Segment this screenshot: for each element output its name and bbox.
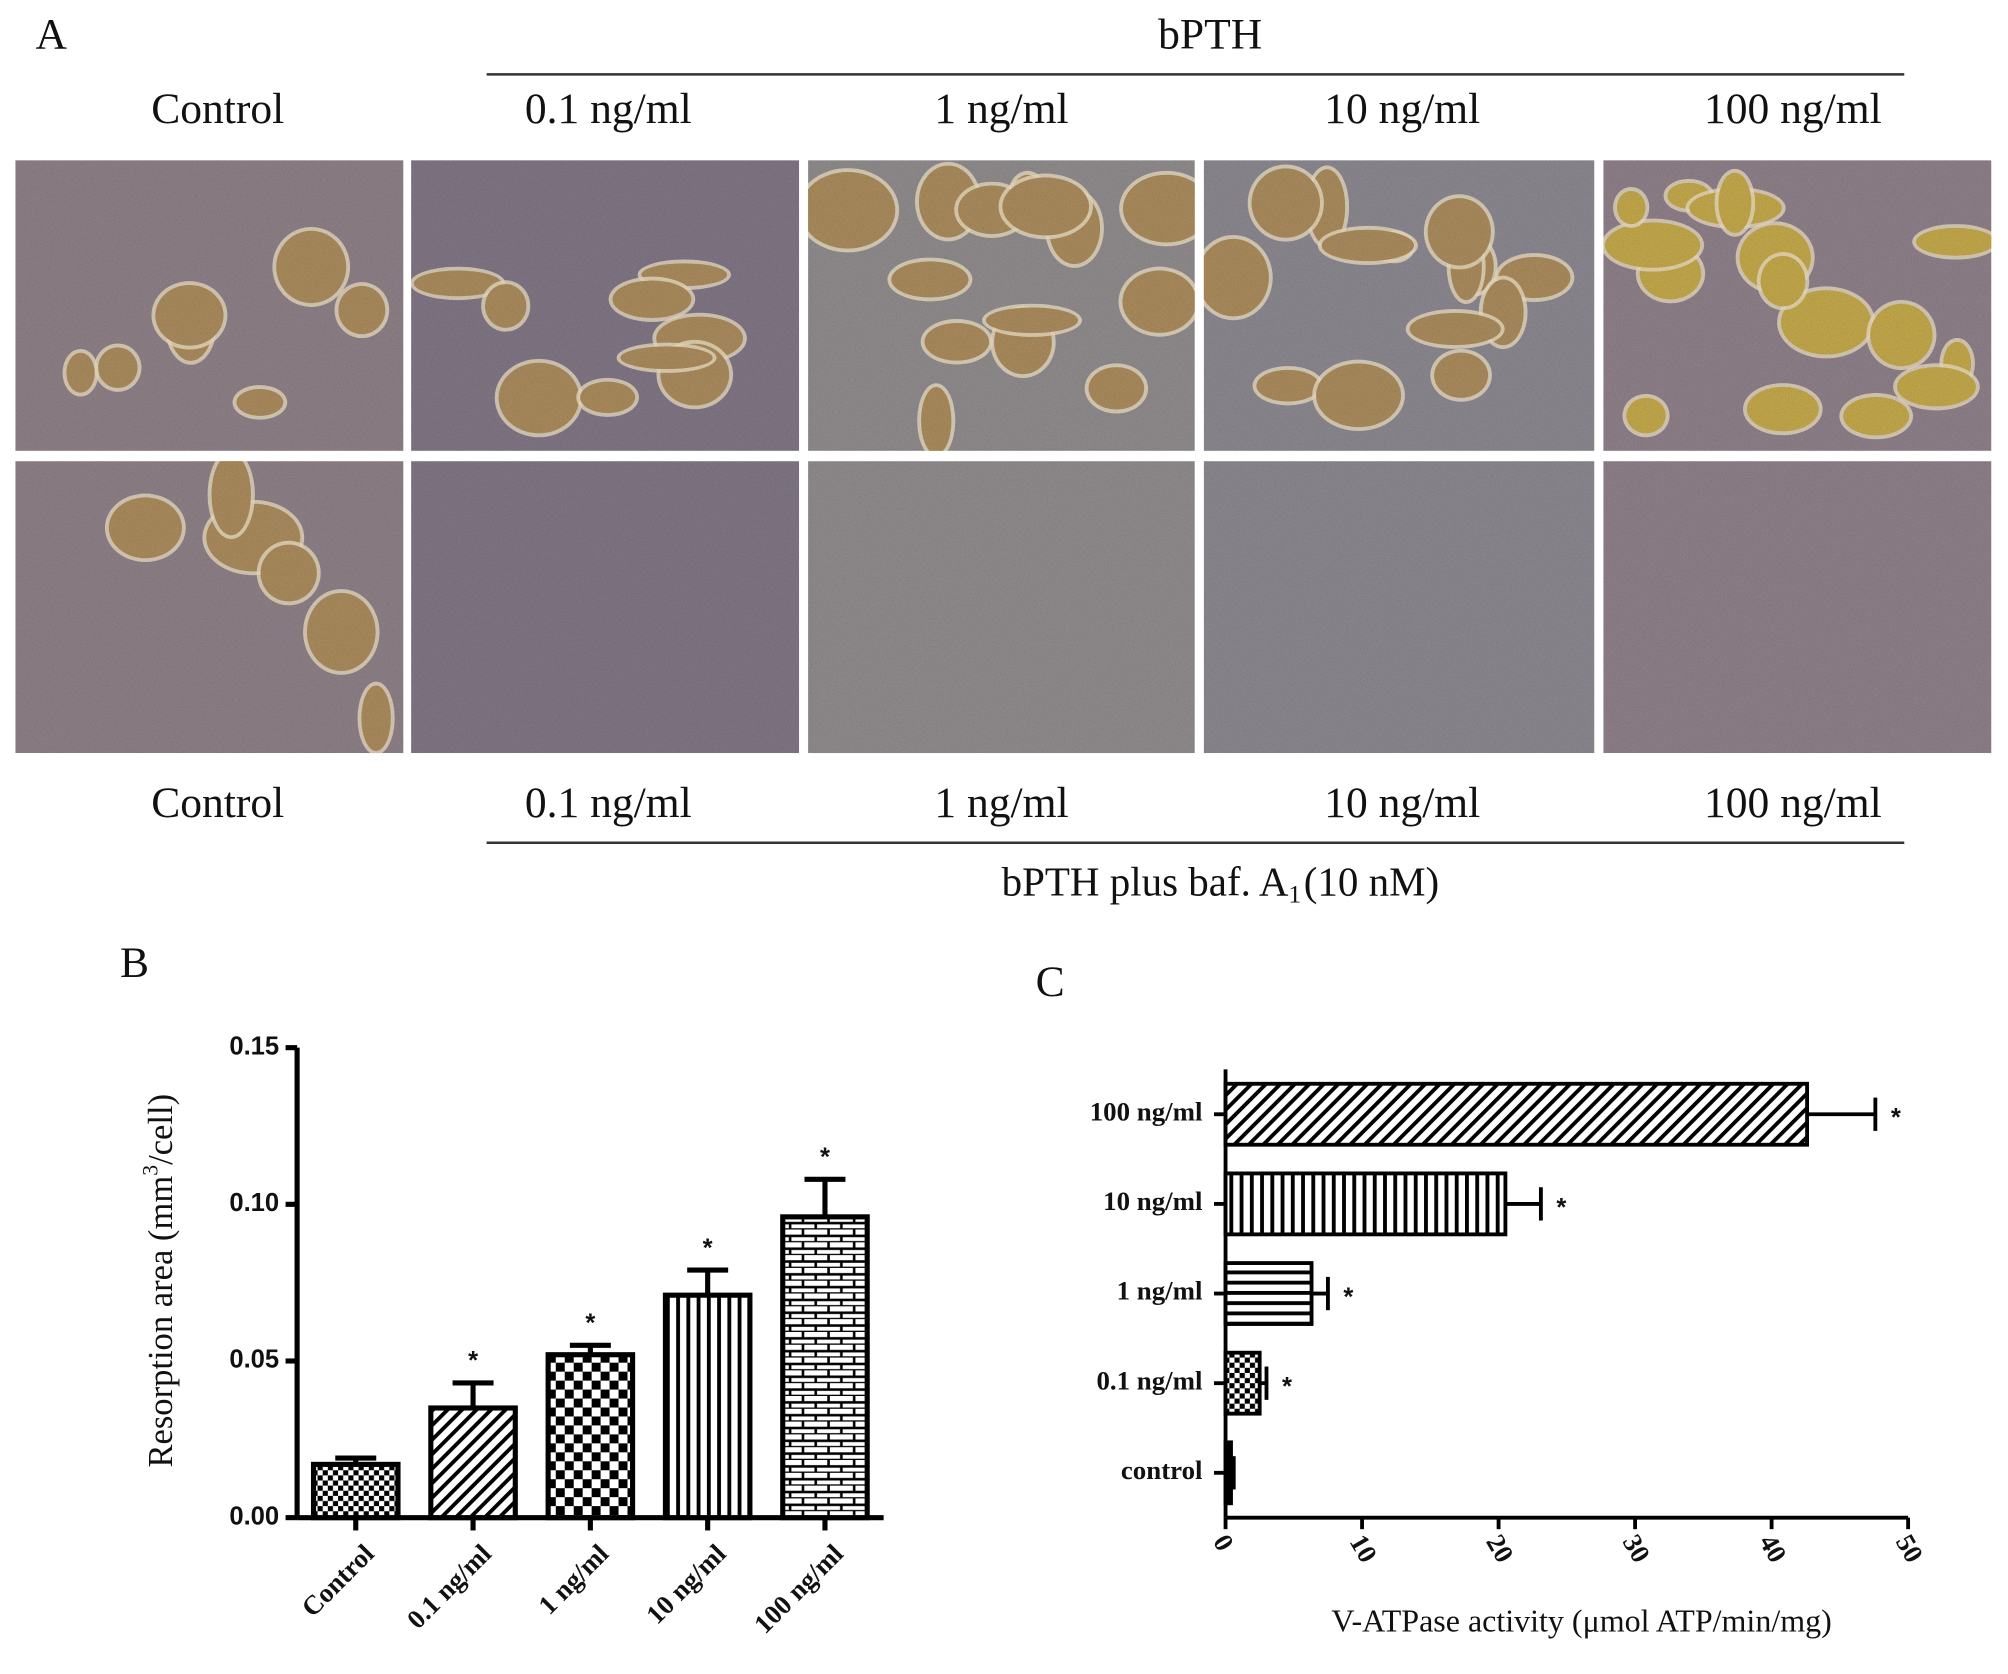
bar (780, 1214, 870, 1521)
significance-label: * (820, 1144, 830, 1172)
grain (808, 461, 1195, 754)
micrograph (15, 160, 404, 451)
micrograph (1603, 461, 1992, 754)
significance-label: * (1556, 1194, 1566, 1222)
bar (545, 1352, 636, 1521)
x-axis-title: V-ATPase activity (μmol ATP/min/mg) (1331, 1602, 1831, 1638)
micrograph-content (808, 160, 1195, 451)
column-label: 0.1 ng/ml (525, 779, 692, 827)
y-tick-label: 0.15 (229, 1032, 279, 1060)
panel-label: A (36, 11, 68, 59)
x-tick-label: 0.1 ng/ml (401, 1538, 497, 1634)
micrograph (411, 160, 800, 451)
group-label: bPTH (1158, 11, 1262, 59)
x-tick-label: 20 (1480, 1529, 1519, 1567)
bar (310, 1461, 401, 1521)
bar (1223, 1350, 1262, 1416)
micrograph-content (411, 461, 800, 754)
y-tick-label: 100 ng/ml (1090, 1096, 1203, 1126)
bar (428, 1405, 518, 1521)
column-label: 100 ng/ml (1704, 779, 1882, 827)
micrograph (1203, 461, 1595, 754)
y-tick-label: 10 ng/ml (1103, 1186, 1202, 1216)
micrograph-content (1603, 160, 1992, 451)
significance-label: * (1282, 1373, 1292, 1401)
micrograph-content (808, 461, 1195, 754)
bar (1223, 1261, 1314, 1326)
grain (411, 160, 800, 451)
grain (1603, 160, 1992, 451)
grain (1603, 461, 1992, 754)
x-tick-label: 0 (1207, 1529, 1240, 1556)
panel-label: C (1036, 958, 1065, 1006)
micrograph (808, 160, 1195, 451)
grain (411, 461, 800, 754)
group-label: bPTH plus baf. A1(10 nM) (1002, 859, 1440, 909)
micrograph-content (15, 461, 404, 754)
y-tick-label: 0.10 (229, 1189, 279, 1217)
significance-label: * (1343, 1283, 1353, 1311)
bar (1223, 1440, 1233, 1506)
micrograph (808, 461, 1195, 754)
y-tick-label: 0.00 (229, 1502, 279, 1530)
y-tick-label: control (1121, 1455, 1203, 1485)
column-label: Control (151, 779, 284, 827)
bar (1223, 1171, 1508, 1237)
panel-label: B (120, 939, 149, 987)
grain (808, 160, 1195, 451)
significance-label: * (1891, 1104, 1901, 1132)
micrograph-content (1203, 160, 1595, 451)
micrograph (15, 461, 404, 754)
significance-label: * (585, 1310, 595, 1338)
micrograph-content (15, 160, 404, 451)
micrograph-grid (15, 160, 1992, 754)
bar (662, 1292, 753, 1521)
micrograph-content (411, 160, 800, 451)
significance-label: * (468, 1347, 478, 1375)
micrograph (1203, 160, 1595, 451)
micrograph (411, 461, 800, 754)
column-label: Control (151, 85, 284, 133)
significance-label: * (703, 1234, 713, 1262)
y-tick-label: 0.05 (229, 1346, 279, 1374)
grain (1203, 461, 1595, 754)
x-tick-label: 1 ng/ml (532, 1538, 614, 1620)
y-tick-label: 1 ng/ml (1117, 1276, 1203, 1306)
x-tick-label: Control (296, 1538, 380, 1622)
micrograph-content (1203, 461, 1595, 754)
column-label: 1 ng/ml (934, 85, 1068, 133)
y-axis-title: Resorption area (mm3/cell) (138, 1094, 179, 1468)
x-tick-label: 40 (1753, 1529, 1792, 1567)
column-label: 10 ng/ml (1324, 85, 1480, 133)
micrograph-content (1603, 461, 1992, 754)
column-label: 10 ng/ml (1324, 779, 1480, 827)
grain (15, 160, 404, 451)
micrograph (1603, 160, 1992, 451)
bar (1223, 1081, 1810, 1147)
x-tick-label: 10 (1344, 1529, 1383, 1567)
x-tick-label: 50 (1890, 1529, 1929, 1567)
grain (1203, 160, 1595, 451)
y-tick-label: 0.1 ng/ml (1096, 1365, 1202, 1395)
column-label: 0.1 ng/ml (525, 85, 692, 133)
x-tick-label: 10 ng/ml (640, 1538, 731, 1629)
grain (15, 461, 404, 754)
x-tick-label: 100 ng/ml (748, 1538, 849, 1639)
x-tick-label: 30 (1617, 1529, 1656, 1567)
column-label: 100 ng/ml (1704, 85, 1882, 133)
column-label: 1 ng/ml (934, 779, 1068, 827)
